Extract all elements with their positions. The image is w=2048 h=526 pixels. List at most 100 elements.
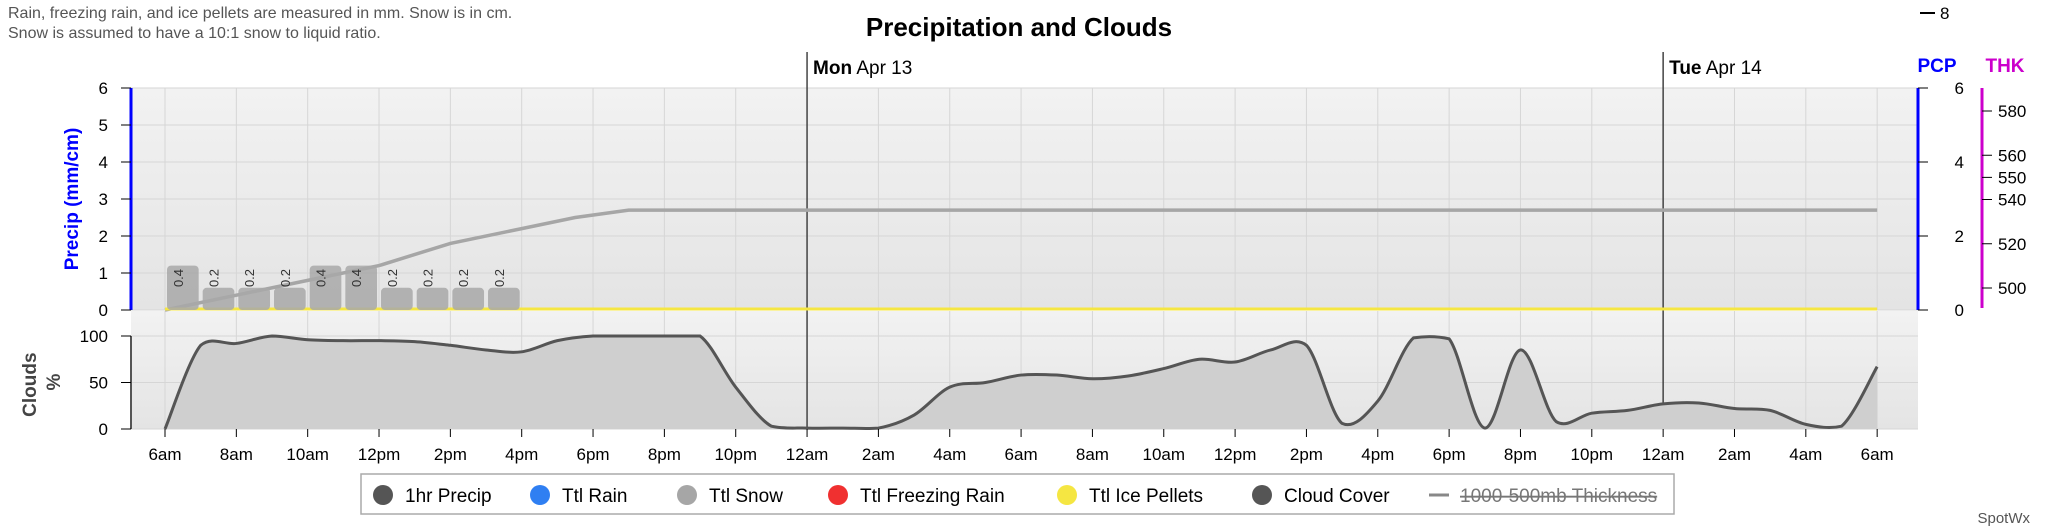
chart-marks: 0.4 0.2 0.2 0.2 0.4 0.4 0.2 0.2 0.2 0.2	[163, 208, 1879, 430]
legend-box	[360, 473, 1675, 515]
precip-right-tick-label: 4	[1955, 153, 1964, 172]
cloud-y-ticks: 0 50 100	[80, 327, 131, 439]
x-tick-label: 4pm	[1361, 445, 1394, 464]
x-tick-label: 8pm	[648, 445, 681, 464]
day-label-date: Apr 14	[1702, 58, 1763, 79]
x-tick-label: 8am	[220, 445, 253, 464]
x-tick-label: 4pm	[505, 445, 538, 464]
hourly-precip-label: 0.2	[242, 269, 257, 287]
cloud-y-label-line-1: Clouds	[20, 352, 41, 416]
thickness-tick-label: 580	[1998, 102, 2026, 121]
x-tick-label: 2pm	[434, 445, 467, 464]
legend-swatch	[677, 485, 697, 505]
legend-swatch	[1057, 485, 1077, 505]
thickness-ticks: 500 520 540 550 560 580	[1982, 102, 2026, 298]
x-tick-label: 6am	[1005, 445, 1038, 464]
day-markers: Mon Apr 13 Tue Apr 14	[806, 52, 1762, 429]
hourly-precip-bar	[167, 265, 199, 310]
thickness-tick-label: 560	[1998, 146, 2026, 165]
x-tick-label: 10am	[1142, 445, 1185, 464]
cloud-y-label-line-2: %	[44, 373, 65, 390]
thickness-tick-label: 540	[1998, 191, 2026, 210]
precip-y-ticks: 0 1 2 3 4 5 6	[99, 79, 131, 320]
precip-y-tick-label: 0	[99, 301, 108, 320]
legend-item-label: 1000-500mb Thickness	[1460, 486, 1657, 507]
cloud-y-label: Clouds %	[20, 347, 65, 417]
pcp-axis-label: PCP	[1917, 56, 1956, 77]
hourly-precip-bar	[345, 265, 378, 310]
hourly-precip-label: 0.2	[456, 269, 471, 287]
x-axis-ticks: 6am 8am 10am 12pm 2pm 4pm 6pm 8pm 10pm 12am 2am 4am…	[148, 429, 1894, 464]
thickness-tick-label: 520	[1998, 235, 2026, 254]
precip-y-label: Precip (mm/cm)	[62, 128, 83, 271]
hourly-precip-label: 0.4	[171, 269, 186, 287]
x-tick-label: 10am	[286, 445, 329, 464]
thickness-top-tick-label: 8	[1940, 4, 1949, 23]
hourly-precip-label: 0.4	[314, 269, 329, 287]
cloud-y-tick-label: 100	[80, 327, 108, 346]
hourly-precip-label: 0.2	[492, 269, 507, 287]
chart-title: Precipitation and Clouds	[866, 12, 1172, 42]
precip-y-tick-label: 3	[99, 190, 108, 209]
hourly-precip-bar	[309, 265, 342, 310]
thickness-tick-label: 550	[1998, 168, 2026, 187]
precip-right-tick-label: 0	[1955, 301, 1964, 320]
cloud-y-tick-label: 0	[99, 420, 108, 439]
hourly-precip-bar	[381, 287, 413, 310]
x-tick-label: 10pm	[1571, 445, 1614, 464]
x-tick-label: 6pm	[577, 445, 610, 464]
hourly-precip-label: 0.2	[207, 269, 222, 287]
precip-y-tick-label: 5	[99, 116, 108, 135]
x-tick-label: 2am	[862, 445, 895, 464]
x-tick-label: 2pm	[1290, 445, 1323, 464]
thickness-tick-label: 500	[1998, 279, 2026, 298]
legend[interactable]: 1hr Precip Ttl Rain Ttl Snow Ttl Freezing R…	[373, 485, 1657, 507]
x-tick-label: 6am	[148, 445, 181, 464]
legend-item-label: Cloud Cover	[1284, 486, 1390, 507]
hourly-precip-bar	[488, 287, 520, 310]
hourly-precip-bar	[238, 287, 271, 310]
legend-item-label: Ttl Snow	[709, 486, 783, 507]
precip-y-tick-label: 2	[99, 227, 108, 246]
thk-axis-label: THK	[1985, 56, 2024, 77]
x-tick-label: 6am	[1861, 445, 1894, 464]
cloud-y-tick-label: 50	[89, 374, 108, 393]
precip-y-tick-label: 1	[99, 264, 108, 283]
x-tick-label: 6pm	[1433, 445, 1466, 464]
hourly-precip-bar	[452, 287, 485, 310]
legend-swatch	[828, 485, 848, 505]
hourly-precip-label: 0.2	[421, 269, 436, 287]
day-label: Mon Apr 13	[813, 58, 912, 79]
x-tick-label: 8pm	[1504, 445, 1537, 464]
cloud-cover-area	[165, 336, 1878, 429]
x-tick-label: 4am	[933, 445, 966, 464]
precip-y-tick-label: 4	[99, 153, 108, 172]
precip-right-tick-label: 6	[1955, 79, 1964, 98]
hourly-precip-bar	[202, 287, 235, 310]
legend-swatch	[373, 485, 393, 505]
cloud-cover-line	[163, 334, 1879, 430]
x-tick-label: 2am	[1718, 445, 1751, 464]
hourly-precip-bar	[274, 287, 306, 310]
x-tick-label: 12pm	[358, 445, 401, 464]
hourly-precip-label: 0.4	[349, 269, 364, 287]
precip-y-tick-label: 6	[99, 79, 108, 98]
note-line-2: Snow is assumed to have a 10:1 snow to l…	[8, 25, 381, 42]
precip-right-tick-label: 2	[1955, 227, 1964, 246]
legend-swatch	[530, 485, 550, 505]
x-tick-label: 10pm	[714, 445, 757, 464]
hourly-precip-label: 0.2	[385, 269, 400, 287]
x-tick-label: 12am	[786, 445, 829, 464]
hourly-precip-bar	[416, 287, 449, 310]
hourly-precip-label: 0.2	[278, 269, 293, 287]
legend-swatch	[1252, 485, 1272, 505]
day-label-date: Apr 13	[852, 58, 912, 79]
day-label-dow: Tue	[1669, 58, 1701, 79]
day-label: Tue Apr 14	[1669, 58, 1762, 79]
legend-item-label: Ttl Ice Pellets	[1089, 486, 1203, 507]
legend-item-label: Ttl Freezing Rain	[860, 486, 1005, 507]
precip-right-y-ticks: 0 2 4 6	[1918, 79, 1964, 320]
x-tick-label: 4am	[1789, 445, 1822, 464]
x-tick-label: 12am	[1642, 445, 1685, 464]
